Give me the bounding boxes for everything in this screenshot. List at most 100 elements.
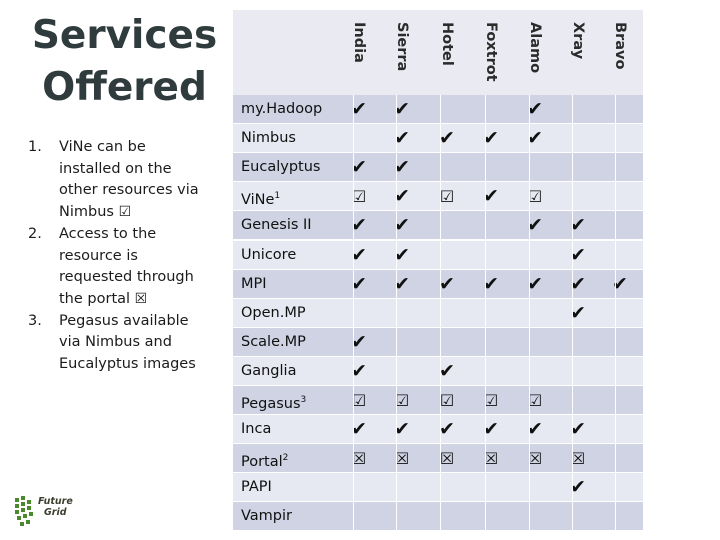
footnote-item: 1. ViNe can be installed on the other res…	[28, 137, 208, 224]
check-mark-icon: ✔	[439, 418, 455, 441]
footnote-number: 2.	[28, 225, 42, 242]
footnote-symbol-icon: ☒	[134, 290, 148, 307]
crossed-box-icon: ☒	[439, 449, 455, 469]
crossed-box-icon: ☒	[527, 449, 543, 469]
row-label: PAPI	[241, 473, 272, 502]
row-label-text: Inca	[241, 421, 272, 438]
check-mark-icon: ✔	[570, 476, 586, 499]
check-mark-icon: ✔	[394, 418, 410, 441]
crossed-box-icon: ☒	[570, 449, 586, 469]
row-label: Nimbus	[241, 124, 296, 153]
grid-line	[529, 95, 530, 532]
row-label-text: Genesis II	[241, 217, 312, 234]
check-mark-icon: ✔	[351, 156, 367, 179]
row-label-footnote: 2	[282, 453, 289, 464]
check-mark-icon: ✔	[527, 418, 543, 441]
matrix-row	[233, 356, 643, 385]
matrix-row	[233, 298, 643, 327]
column-header: Hotel	[439, 22, 455, 66]
column-header: Alamo	[527, 22, 543, 74]
column-header: Sierra	[394, 22, 410, 72]
checked-box-icon: ☑	[351, 187, 367, 207]
matrix-row	[233, 327, 643, 356]
check-mark-icon: ✔	[570, 418, 586, 441]
grid-line	[353, 95, 354, 532]
footnote-number: 1.	[28, 139, 42, 155]
checked-box-icon: ☑	[439, 187, 455, 207]
logo-leaf-icon	[15, 496, 33, 526]
row-label-text: Pegasus	[241, 395, 301, 412]
row-label-text: Unicore	[241, 246, 297, 263]
row-label: Ganglia	[241, 357, 296, 386]
row-label-text: ViNe	[241, 192, 275, 209]
check-mark-icon: ✔	[351, 243, 367, 266]
footnote-text: ViNe can be installed on the other resou…	[59, 139, 199, 221]
check-mark-icon: ✔	[527, 214, 543, 237]
checked-box-icon: ☑	[351, 391, 367, 410]
grid-line	[615, 95, 616, 532]
matrix-row	[233, 240, 643, 269]
matrix-row	[233, 124, 643, 153]
logo-word: Grid	[44, 507, 67, 518]
check-mark-icon: ✔	[394, 243, 410, 266]
grid-line	[440, 95, 441, 532]
check-mark-icon: ✔	[570, 243, 586, 266]
row-label: Open.MP	[241, 299, 306, 328]
row-label: ViNe1	[241, 182, 280, 215]
row-label-text: Ganglia	[241, 362, 297, 379]
check-mark-icon: ✔	[483, 185, 499, 208]
check-mark-icon: ✔	[570, 272, 586, 295]
check-mark-icon: ✔	[483, 272, 499, 295]
check-mark-icon: ✔	[483, 127, 499, 150]
row-label-footnote: 1	[274, 191, 281, 202]
row-label-text: MPI	[241, 275, 267, 292]
slide-title: Services Offered	[31, 13, 218, 110]
row-label: Inca	[241, 415, 271, 444]
matrix-row	[233, 211, 643, 240]
row-label-text: my.Hadoop	[241, 101, 323, 117]
checked-box-icon: ☑	[527, 391, 543, 410]
row-label-text: Eucalyptus	[241, 159, 321, 176]
check-mark-icon: ✔	[527, 272, 543, 295]
footnote-text: Pegasus available via Nimbus and Eucalyp…	[59, 312, 196, 373]
check-mark-icon: ✔	[351, 272, 367, 295]
matrix-row	[233, 95, 643, 124]
check-mark-icon: ✔	[570, 301, 586, 324]
logo-text: Future Grid	[38, 496, 73, 518]
check-mark-icon: ✔	[439, 359, 455, 382]
row-label-text: Nimbus	[241, 130, 296, 147]
crossed-box-icon: ☒	[483, 449, 499, 469]
checked-box-icon: ☑	[394, 391, 410, 410]
check-mark-icon: ✔	[394, 127, 410, 150]
row-label-text: Scale.MP	[241, 333, 306, 350]
check-mark-icon: ✔	[527, 98, 543, 120]
row-label-text: Open.MP	[241, 304, 306, 321]
row-label: Eucalyptus	[241, 153, 320, 182]
row-label-text: Portal	[241, 454, 283, 471]
grid-line	[485, 95, 486, 532]
row-label: Unicore	[241, 241, 296, 270]
row-label-text: Vampir	[241, 508, 292, 525]
matrix-row	[233, 415, 643, 444]
matrix-row	[233, 502, 643, 531]
check-mark-icon: ✔	[394, 272, 410, 295]
check-mark-icon: ✔	[439, 127, 455, 150]
row-label: MPI	[241, 270, 267, 299]
row-label-footnote: 3	[300, 395, 307, 405]
check-mark-icon: ✔	[483, 418, 499, 441]
matrix-row	[233, 153, 643, 182]
footnote-list: 1. ViNe can be installed on the other res…	[28, 137, 208, 376]
check-mark-icon: ✔	[394, 98, 410, 120]
check-mark-icon: ✔	[351, 418, 367, 441]
check-mark-icon: ✔	[612, 272, 628, 295]
column-header: Xray	[570, 22, 586, 60]
row-label-text: PAPI	[241, 479, 272, 496]
footnote-symbol-icon: ☑	[118, 204, 132, 221]
check-mark-icon: ✔	[527, 127, 543, 150]
row-label: Vampir	[241, 502, 292, 531]
matrix-row	[233, 444, 643, 473]
matrix-row	[233, 182, 643, 211]
checked-box-icon: ☑	[527, 187, 543, 207]
matrix-row	[233, 473, 643, 502]
check-mark-icon: ✔	[570, 214, 586, 237]
